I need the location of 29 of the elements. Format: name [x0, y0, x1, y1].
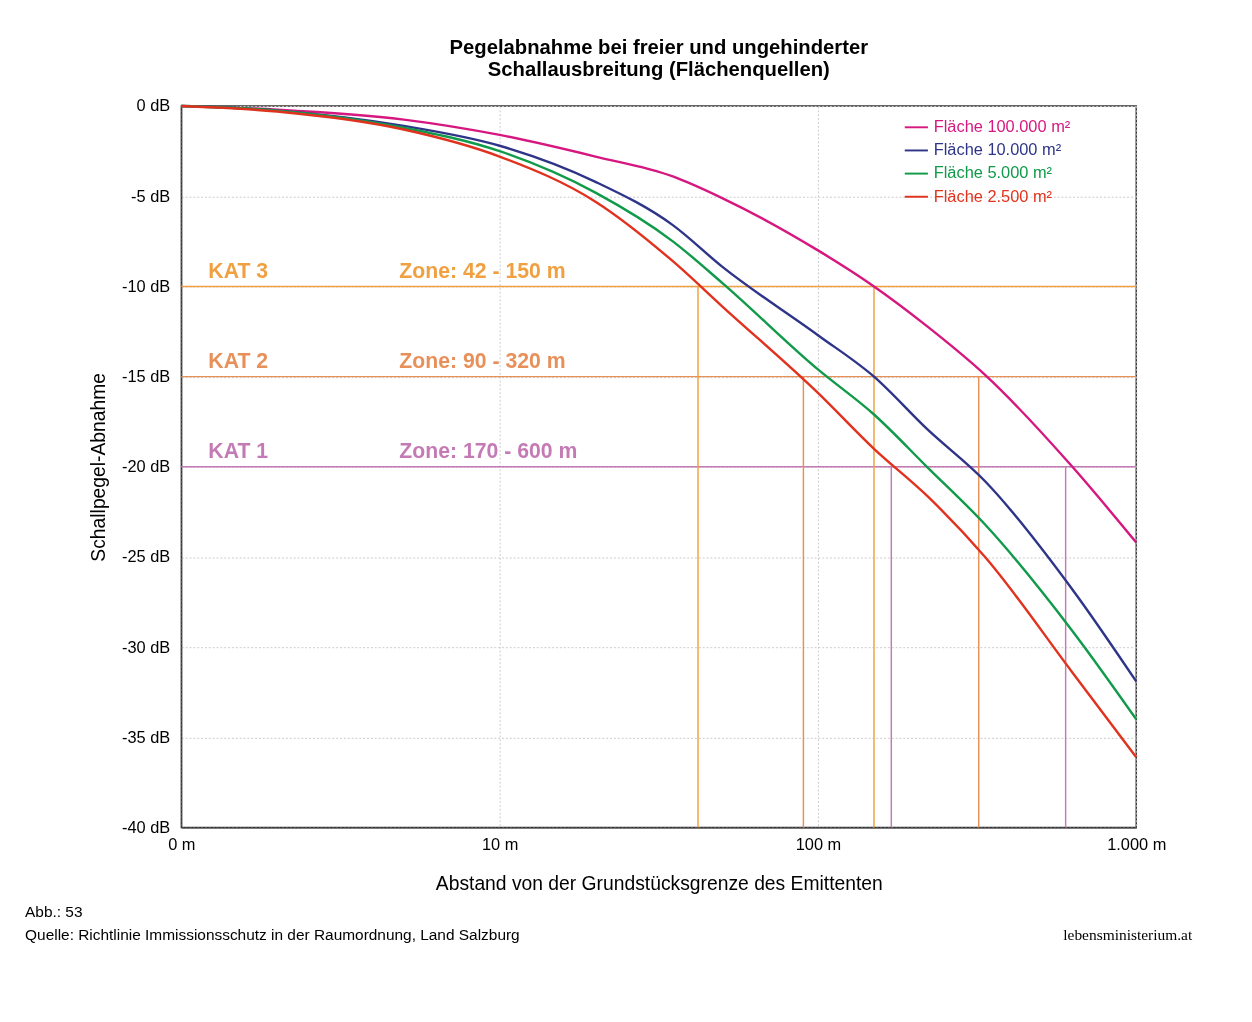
y-tick-label: -10 dB	[121, 276, 171, 295]
legend-label: Fläche 100.000 m²	[933, 117, 1071, 136]
legend-label: Fläche 10.000 m²	[933, 140, 1062, 159]
y-tick-label: -5 dB	[131, 186, 171, 205]
y-tick-label: -30 dB	[121, 637, 171, 656]
ref-line-label: KAT 2	[208, 348, 269, 372]
text: lebensministerium.at	[1063, 926, 1193, 944]
y-tick-label: -15 dB	[121, 366, 171, 385]
annotation: Zone: 90 - 320 m	[399, 348, 566, 372]
source-note: Quelle: Richtlinie Immissionsschutz in der Raumordnung, Land Salzburg	[25, 926, 520, 944]
ref-line-label: KAT 1	[208, 439, 269, 463]
y-tick-label: -35 dB	[121, 727, 171, 746]
y-axis-title: Schallpegel-Abnahme	[87, 372, 109, 562]
y-tick-label: -20 dB	[121, 457, 171, 476]
y-tick-label: -40 dB	[121, 817, 171, 836]
x-tick-label: 10 m	[481, 835, 519, 854]
y-tick-label: 0 dB	[136, 96, 171, 115]
x-tick-label: 0 m	[168, 835, 196, 854]
annotation: Zone: 170 - 600 m	[399, 439, 578, 463]
x-axis-title: Abstand von der Grundstücksgrenze des Emittenten	[435, 872, 883, 894]
legend-label: Fläche 2.500 m²	[933, 186, 1053, 205]
ref-line-label: KAT 3	[208, 258, 269, 282]
annotation: Zone: 42 - 150 m	[399, 258, 566, 282]
x-tick-label: 1.000 m	[1107, 835, 1167, 854]
chart-title: Pegelabnahme bei freier und ungehinderter Schallausbreitung (Flächenquellen)	[449, 35, 869, 81]
x-tick-label: 100 m	[795, 835, 842, 854]
legend-label: Fläche 5.000 m²	[933, 163, 1053, 182]
text: Abb.: 53	[25, 903, 83, 921]
y-tick-label: -25 dB	[121, 547, 171, 566]
